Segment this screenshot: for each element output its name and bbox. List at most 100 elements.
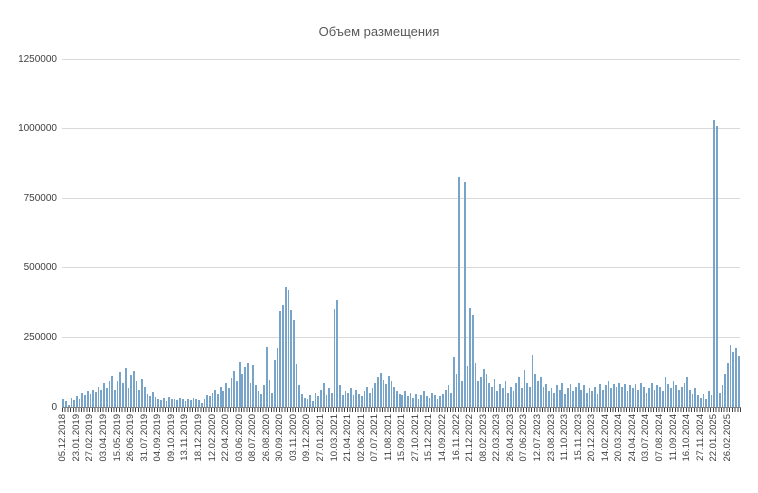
bar — [181, 399, 184, 407]
bar — [721, 385, 724, 407]
x-axis-tick-label: 21.12.2022 — [464, 414, 476, 462]
bar — [116, 381, 119, 407]
x-axis-tick-label: 08.02.2023 — [477, 414, 489, 462]
bar — [694, 388, 697, 407]
x-axis-tick-label: 05.12.2018 — [57, 414, 69, 462]
bar — [512, 390, 515, 407]
bar — [683, 382, 686, 407]
bar — [650, 382, 653, 407]
bar — [645, 392, 648, 407]
x-axis-tick-label: 03.06.2020 — [233, 414, 245, 462]
bar — [293, 320, 295, 407]
bar — [542, 386, 545, 407]
bar — [379, 373, 382, 407]
bar — [170, 399, 173, 407]
bar — [599, 384, 602, 407]
bar — [176, 400, 179, 407]
bar — [352, 395, 355, 407]
x-axis-tick-label: 15.09.2021 — [396, 414, 408, 462]
bar — [62, 398, 65, 407]
x-axis-tick-label: 22.03.2023 — [491, 414, 503, 462]
bar — [230, 377, 233, 407]
bar — [382, 379, 385, 407]
bar — [282, 305, 284, 407]
bar — [447, 385, 450, 407]
bar — [545, 384, 547, 407]
bar — [444, 389, 447, 407]
x-axis-tick-label: 14.09.2022 — [437, 414, 449, 462]
bar — [328, 388, 330, 407]
bar — [735, 347, 737, 407]
y-axis-tick-label: 0 — [51, 401, 57, 413]
bar — [344, 390, 347, 407]
y-gridline — [62, 267, 740, 269]
bar — [526, 382, 528, 407]
bar — [260, 394, 263, 407]
bar — [615, 386, 618, 407]
bar — [143, 386, 146, 407]
y-gridline — [62, 197, 740, 199]
bar — [119, 372, 122, 407]
bar — [396, 390, 398, 407]
x-axis-tick-label: 10.03.2021 — [328, 414, 340, 462]
bar — [127, 387, 130, 407]
bar — [515, 382, 518, 407]
bar — [702, 393, 705, 407]
y-gridline — [62, 58, 740, 60]
x-axis-tick-label: 20.03.2024 — [613, 414, 625, 462]
bar — [133, 371, 135, 407]
bar — [591, 390, 594, 407]
x-axis-tick-label: 14.02.2024 — [599, 414, 611, 462]
bar — [279, 310, 282, 407]
bar — [211, 392, 214, 407]
bar — [634, 384, 637, 407]
bar — [317, 396, 320, 407]
bar — [385, 384, 387, 407]
bar — [141, 379, 143, 407]
bar — [189, 400, 192, 407]
bar — [92, 389, 95, 407]
bar — [509, 386, 512, 407]
x-axis-tick-label: 16.10.2024 — [681, 414, 693, 462]
bar — [507, 392, 509, 407]
bar — [604, 385, 607, 407]
bar — [707, 390, 710, 407]
bar — [691, 393, 694, 407]
bar — [73, 399, 76, 407]
bar — [349, 388, 352, 407]
bar — [187, 399, 189, 407]
bar — [458, 177, 461, 407]
bar — [585, 392, 588, 407]
bar — [78, 398, 81, 407]
bar — [200, 403, 203, 407]
bar — [360, 396, 363, 407]
bar — [306, 399, 309, 407]
x-axis-tick-label: 15.12.2021 — [423, 414, 435, 462]
bar — [539, 376, 542, 407]
bar — [217, 394, 219, 407]
bar — [718, 392, 721, 407]
bar — [246, 363, 249, 407]
bar — [626, 390, 629, 407]
x-axis-tick-label: 31.07.2019 — [138, 414, 150, 462]
bar — [368, 392, 371, 407]
bar — [390, 381, 393, 407]
bar — [146, 393, 149, 407]
bar — [227, 388, 230, 407]
x-axis-tick-label: 24.04.2024 — [626, 414, 638, 462]
bar — [160, 400, 162, 407]
y-axis-tick-label: 1000000 — [18, 123, 57, 135]
bar — [664, 376, 667, 407]
bar — [583, 385, 585, 407]
bar — [108, 380, 111, 407]
bar — [255, 384, 257, 407]
x-axis-tick-label: 27.01.2021 — [314, 414, 326, 462]
bar — [675, 385, 678, 407]
bar — [501, 388, 504, 407]
bar — [737, 355, 740, 407]
x-axis-tick-label: 27.10.2021 — [409, 414, 421, 462]
bar — [490, 386, 493, 407]
bar — [371, 388, 374, 407]
bar — [558, 389, 561, 407]
